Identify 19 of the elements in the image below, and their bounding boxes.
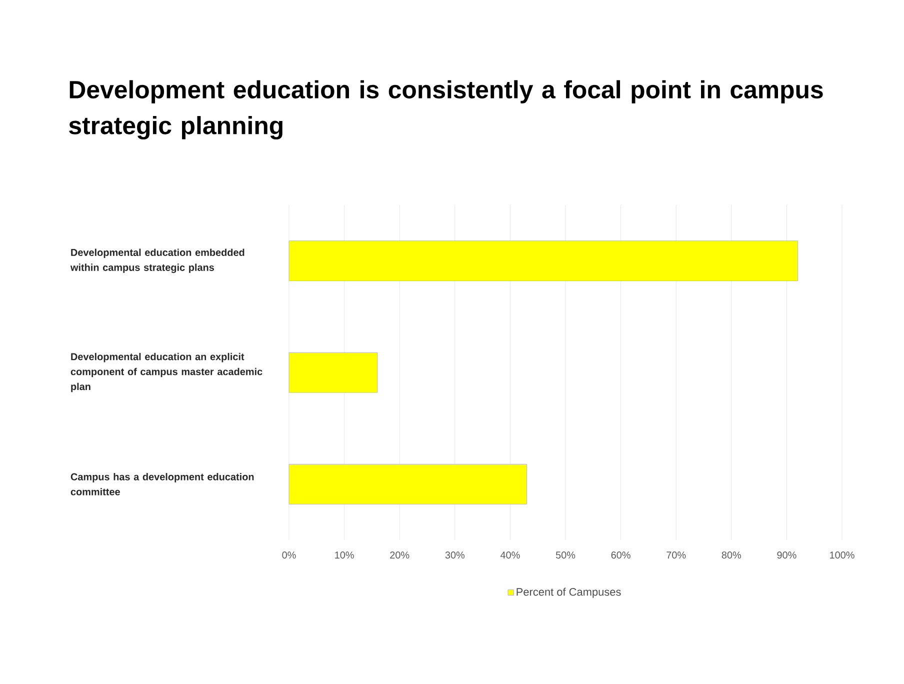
y-tick-label: Developmental education embedded within campus strategic plans <box>70 248 244 273</box>
x-tick-label: 30% <box>445 552 465 559</box>
x-tick-label: 60% <box>611 552 630 559</box>
x-tick-label: 80% <box>722 552 742 559</box>
x-tick-label: 100% <box>830 552 854 559</box>
x-tick-label: 20% <box>390 552 410 559</box>
bar <box>288 464 527 504</box>
chart-title: Development education is consistently a focal point in campus strategic planning <box>69 80 823 140</box>
x-tick-label: 0% <box>282 552 296 559</box>
x-tick-label: 40% <box>500 552 520 559</box>
x-tick-label: 90% <box>777 552 796 559</box>
y-tick-label: Campus has a development education committee <box>70 473 254 496</box>
x-tick-label: 50% <box>556 552 576 559</box>
x-tick-label: 10% <box>335 552 354 559</box>
x-tick-label: 70% <box>666 552 686 559</box>
legend-label: Percent of Campuses <box>516 588 621 598</box>
bar <box>288 240 798 282</box>
y-tick-label: Developmental education an explicit component of campus master academic plan <box>70 352 262 392</box>
bar <box>288 352 378 393</box>
